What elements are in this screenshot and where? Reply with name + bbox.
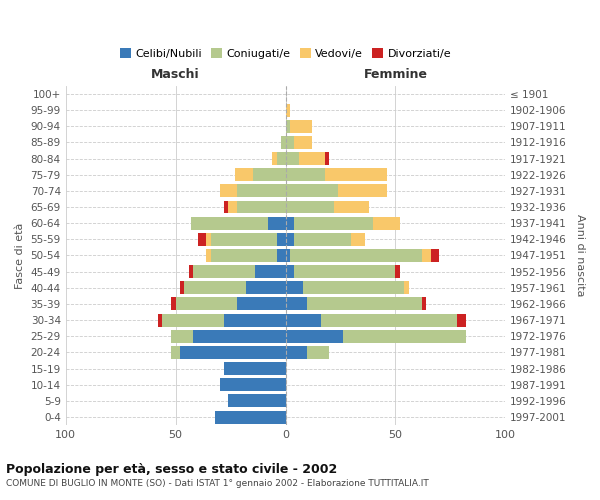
- Bar: [224, 314, 286, 326]
- Bar: [237, 200, 286, 213]
- Legend: Celibi/Nubili, Coniugati/e, Vedovi/e, Divorziati/e: Celibi/Nubili, Coniugati/e, Vedovi/e, Di…: [116, 44, 455, 63]
- Bar: [395, 265, 400, 278]
- Text: COMUNE DI BUGLIO IN MONTE (SO) - Dati ISTAT 1° gennaio 2002 - Elaborazione TUTTI: COMUNE DI BUGLIO IN MONTE (SO) - Dati IS…: [6, 479, 429, 488]
- Bar: [220, 378, 286, 391]
- Bar: [281, 136, 286, 149]
- Bar: [320, 314, 457, 326]
- Bar: [158, 314, 163, 326]
- Bar: [253, 168, 286, 181]
- Bar: [189, 265, 193, 278]
- Bar: [294, 136, 312, 149]
- Bar: [325, 168, 386, 181]
- Bar: [171, 346, 180, 359]
- Bar: [193, 265, 255, 278]
- Bar: [422, 298, 426, 310]
- Bar: [307, 298, 422, 310]
- Bar: [325, 152, 329, 165]
- Bar: [184, 282, 246, 294]
- Bar: [255, 265, 286, 278]
- Text: Popolazione per età, sesso e stato civile - 2002: Popolazione per età, sesso e stato civil…: [6, 462, 337, 475]
- Bar: [286, 168, 325, 181]
- Bar: [171, 330, 193, 342]
- Bar: [229, 200, 237, 213]
- Bar: [286, 346, 307, 359]
- Bar: [286, 233, 294, 246]
- Bar: [180, 282, 184, 294]
- Bar: [224, 362, 286, 375]
- Bar: [224, 200, 229, 213]
- Bar: [171, 298, 176, 310]
- Bar: [286, 265, 294, 278]
- Bar: [286, 184, 338, 198]
- Bar: [294, 265, 395, 278]
- Bar: [294, 233, 352, 246]
- Bar: [206, 249, 211, 262]
- Bar: [286, 314, 320, 326]
- Bar: [211, 233, 277, 246]
- Y-axis label: Fasce di età: Fasce di età: [15, 222, 25, 288]
- Bar: [220, 184, 237, 198]
- Bar: [246, 282, 286, 294]
- Bar: [272, 152, 277, 165]
- Bar: [193, 330, 286, 342]
- Bar: [290, 120, 312, 132]
- Bar: [286, 249, 290, 262]
- Bar: [334, 200, 369, 213]
- Bar: [286, 200, 334, 213]
- Bar: [180, 346, 286, 359]
- Bar: [303, 282, 404, 294]
- Bar: [431, 249, 439, 262]
- Bar: [457, 314, 466, 326]
- Bar: [290, 249, 422, 262]
- Bar: [277, 152, 286, 165]
- Bar: [286, 298, 307, 310]
- Bar: [277, 233, 286, 246]
- Bar: [352, 233, 365, 246]
- Y-axis label: Anni di nascita: Anni di nascita: [575, 214, 585, 296]
- Bar: [294, 216, 373, 230]
- Bar: [286, 104, 290, 117]
- Bar: [286, 330, 343, 342]
- Bar: [229, 394, 286, 407]
- Bar: [237, 298, 286, 310]
- Bar: [404, 282, 409, 294]
- Bar: [237, 184, 286, 198]
- Bar: [163, 314, 224, 326]
- Bar: [197, 233, 206, 246]
- Bar: [286, 152, 299, 165]
- Bar: [277, 249, 286, 262]
- Text: Femmine: Femmine: [364, 68, 427, 81]
- Bar: [206, 233, 211, 246]
- Bar: [215, 410, 286, 424]
- Bar: [422, 249, 431, 262]
- Text: Maschi: Maschi: [151, 68, 200, 81]
- Bar: [286, 136, 294, 149]
- Bar: [235, 168, 253, 181]
- Bar: [286, 282, 303, 294]
- Bar: [286, 120, 290, 132]
- Bar: [176, 298, 237, 310]
- Bar: [268, 216, 286, 230]
- Bar: [286, 216, 294, 230]
- Bar: [299, 152, 325, 165]
- Bar: [211, 249, 277, 262]
- Bar: [373, 216, 400, 230]
- Bar: [338, 184, 386, 198]
- Bar: [191, 216, 268, 230]
- Bar: [343, 330, 466, 342]
- Bar: [307, 346, 329, 359]
